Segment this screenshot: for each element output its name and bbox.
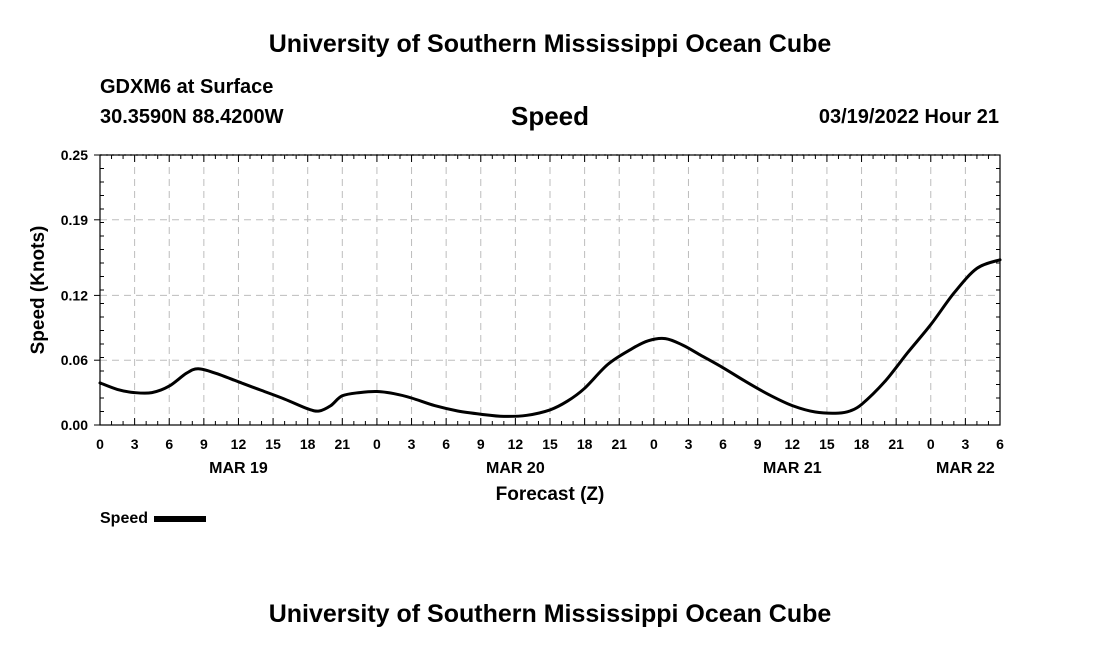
y-tick-labels: 0.00 0.06 0.12 0.19 0.25 <box>61 147 88 433</box>
x-tick-labels: 0 3 6 9 12 15 18 21 0 3 6 9 12 15 18 21 0 3 6 9 12 15 18 21 0 3 6 <box>96 436 1004 452</box>
y-tick-label: 0.25 <box>61 147 88 163</box>
x-tick-label: 3 <box>131 436 139 452</box>
x-tick-label: 15 <box>542 436 558 452</box>
y-tick-label: 0.00 <box>61 417 88 433</box>
grid-lines <box>100 155 1000 425</box>
x-tick-label: 15 <box>265 436 281 452</box>
legend: Speed <box>100 510 207 528</box>
x-tick-label: 18 <box>300 436 316 452</box>
speed-series-line <box>98 258 1002 418</box>
x-tick-label: 3 <box>408 436 416 452</box>
x-tick-label: 6 <box>996 436 1004 452</box>
x-tick-label: 0 <box>927 436 935 452</box>
date-label: MAR 20 <box>486 460 545 477</box>
footer-title: University of Southern Mississippi Ocean… <box>268 600 832 628</box>
x-tick-label: 9 <box>200 436 208 452</box>
y-tick-label: 0.06 <box>61 352 88 368</box>
x-axis-label: Forecast (Z) <box>496 484 605 505</box>
x-tick-label: 6 <box>165 436 173 452</box>
x-tick-label: 18 <box>577 436 593 452</box>
x-tick-label: 6 <box>442 436 450 452</box>
date-label: MAR 19 <box>209 460 268 477</box>
datetime-label: 03/19/2022 Hour 21 <box>818 106 999 128</box>
x-tick-label: 21 <box>888 436 904 452</box>
x-tick-label: 6 <box>719 436 727 452</box>
x-tick-label: 9 <box>754 436 762 452</box>
x-tick-label: 18 <box>854 436 870 452</box>
x-tick-label: 9 <box>477 436 485 452</box>
x-tick-label: 0 <box>96 436 104 452</box>
variable-title: Speed <box>510 101 590 131</box>
x-tick-label: 12 <box>785 436 801 452</box>
station-label: GDXM6 at Surface <box>100 76 274 98</box>
chart-title: University of Southern Mississippi Ocean… <box>268 30 832 58</box>
tick-marks <box>94 154 1001 426</box>
x-tick-label: 12 <box>231 436 247 452</box>
date-label: MAR 22 <box>936 460 995 477</box>
date-labels: MAR 19 MAR 20 MAR 21 MAR 22 <box>209 460 995 477</box>
legend-swatch <box>154 515 207 522</box>
x-tick-label: 3 <box>961 436 969 452</box>
plot-frame <box>99 154 1001 426</box>
location-label: 30.3590N 88.4200W <box>100 106 284 128</box>
x-tick-label: 0 <box>650 436 658 452</box>
y-axis-label: Speed (Knots) <box>28 226 49 355</box>
date-label: MAR 21 <box>763 460 822 477</box>
legend-label: Speed <box>100 510 149 527</box>
y-tick-label: 0.12 <box>61 287 88 303</box>
x-tick-label: 15 <box>819 436 835 452</box>
x-tick-label: 12 <box>508 436 524 452</box>
x-tick-label: 21 <box>335 436 351 452</box>
x-tick-label: 0 <box>373 436 381 452</box>
y-tick-label: 0.19 <box>61 212 88 228</box>
x-tick-label: 3 <box>685 436 693 452</box>
x-tick-label: 21 <box>611 436 627 452</box>
speed-chart: 0.00 0.06 0.12 0.19 0.25 0 3 6 9 12 15 18 21 0 3 6 9 12 1… <box>28 147 1004 505</box>
